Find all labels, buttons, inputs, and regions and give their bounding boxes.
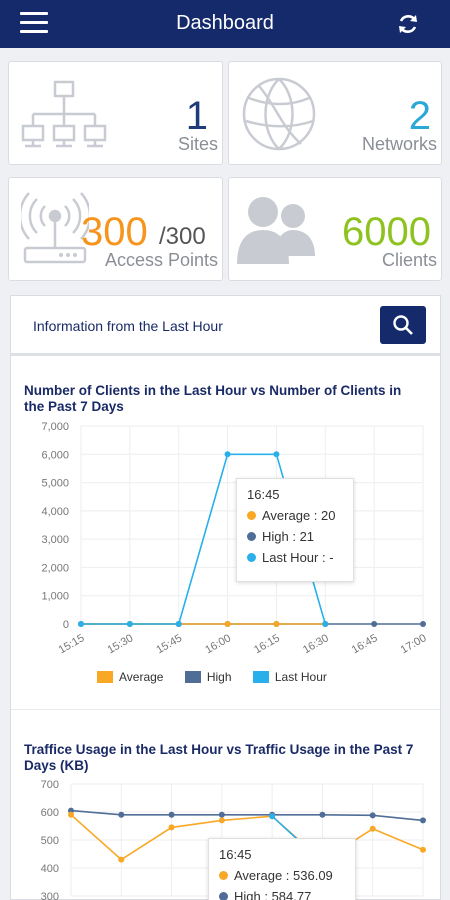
networks-tile[interactable]: 2 Networks [228,61,442,165]
legend-last-hour[interactable]: Last Hour [252,670,327,684]
y-tick-label: 5,000 [41,478,69,490]
data-point-average [168,824,175,831]
data-point-average [273,621,280,627]
info-text: Information from the Last Hour [33,318,223,334]
access-points-label: Access Points [104,250,218,270]
clients-count: 6000 [342,210,431,254]
chart1-title: Number of Clients in the Last Hour vs Nu… [24,383,402,414]
y-tick-label: 4,000 [41,506,69,518]
globe-icon [242,77,316,151]
data-point-average [218,817,225,824]
x-tick-label: 16:15 [252,632,282,656]
data-point-high [118,811,125,818]
search-icon [393,315,413,335]
data-point-high [371,621,378,627]
data-point-high [168,811,175,818]
data-point-high [218,811,225,818]
clients-chart: 0 1,000 2,000 3,000 4,000 5,000 6,000 7,000 15:1… [41,421,429,656]
legend-average[interactable]: Average [97,670,163,684]
wireless-router-icon [21,192,89,264]
data-point-last-hour [175,621,182,627]
refresh-icon[interactable] [394,10,422,38]
sitemap-icon [21,80,107,148]
users-icon [237,197,315,264]
x-tick-label: 17:00 [399,632,429,656]
networks-label: Networks [361,134,437,154]
chart2-title: Traffice Usage in the Last Hour vs Traff… [24,742,414,773]
clients-tile[interactable]: 6000 Clients [228,177,442,281]
info-header: Information from the Last Hour [11,296,440,356]
sites-count: 1 [185,94,208,138]
data-point-last-hour [269,813,276,820]
data-point-last-hour [224,451,231,458]
data-point-last-hour [273,451,280,458]
x-tick-label: 16:00 [203,632,233,656]
page-title: Dashboard [176,12,274,34]
chart1-legend: Average High Last Hour [97,670,345,684]
tooltip-high: High : 21 [262,529,315,544]
y-tick-label: 0 [63,619,69,631]
data-point-average [68,811,74,818]
tooltip2-time: 16:45 [219,847,252,862]
series-line-high [70,809,424,822]
top-app-bar: Dashboard [0,0,450,48]
chart2-tooltip: 16:45 Average : 536.09 High : 584.77 [208,838,356,900]
x-tick-label: 15:45 [154,632,184,656]
sites-label: Sites [177,134,218,154]
hamburger-menu-icon[interactable] [20,12,48,36]
data-point-last-hour [126,621,133,627]
data-point-last-hour [78,621,84,627]
access-points-total: /300 [159,223,206,250]
y-tick-label: 500 [41,835,59,847]
y-tick-label: 400 [41,863,59,875]
y-tick-label: 6,000 [41,449,69,461]
data-point-high [369,812,376,819]
series-line-average [70,814,424,863]
tooltip-last-hour: Last Hour : - [262,550,334,565]
sites-tile[interactable]: 1 Sites [8,61,223,165]
networks-count: 2 [408,94,431,138]
chart1-tooltip: 16:45 Average : 20 High : 21 Last Hour :… [236,478,354,582]
last-hour-card: Information from the Last Hour Number of… [10,295,441,900]
data-point-high [68,807,74,814]
y-tick-label: 300 [41,891,59,900]
data-point-average [420,846,426,853]
search-button[interactable] [380,306,426,344]
access-points-tile[interactable]: 300 /300 Access Points [8,177,223,281]
tooltip2-high: High : 584.77 [234,889,312,900]
data-point-high [420,621,426,627]
y-tick-label: 700 [41,779,59,791]
y-tick-label: 7,000 [41,421,69,433]
legend-high[interactable]: High [184,670,232,684]
data-point-average [224,621,231,627]
x-tick-label: 15:30 [106,632,136,656]
tooltip-average: Average : 20 [262,508,336,523]
y-tick-label: 3,000 [41,534,69,546]
x-tick-label: 16:45 [350,632,380,656]
tooltip-time: 16:45 [247,487,280,502]
y-tick-label: 600 [41,807,59,819]
data-point-average [369,825,376,832]
x-tick-label: 15:15 [57,632,87,656]
access-points-count: 300 [81,210,148,254]
data-point-average [118,856,125,863]
divider [11,709,440,710]
x-tick-label: 16:30 [301,632,331,656]
clients-label: Clients [381,250,437,270]
data-point-high [319,811,326,818]
y-tick-label: 1,000 [41,591,69,603]
data-point-last-hour [322,621,329,627]
data-point-high [420,817,426,824]
y-tick-label: 2,000 [41,562,69,574]
tooltip2-average: Average : 536.09 [234,868,333,883]
